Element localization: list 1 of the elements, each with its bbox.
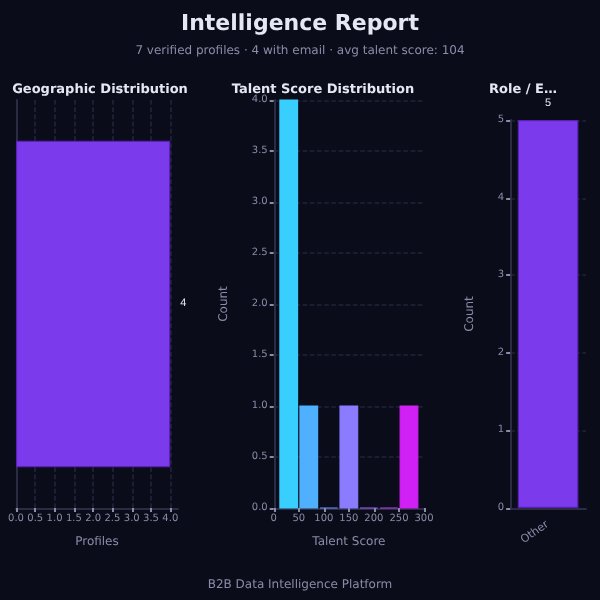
text: Intelligence Report [179,10,421,36]
